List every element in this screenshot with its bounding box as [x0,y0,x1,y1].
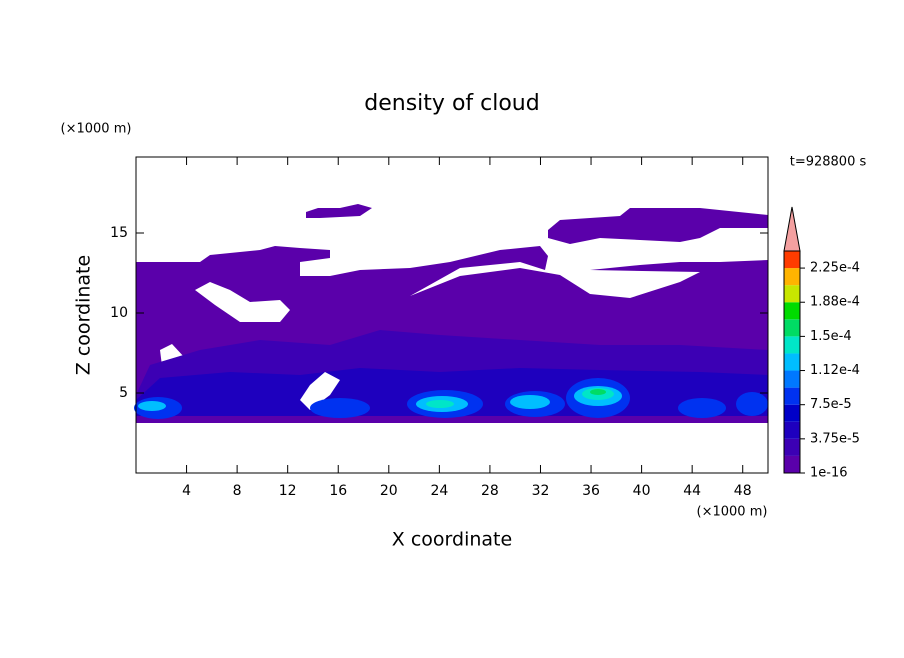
y-tick-label: 10 [110,305,128,321]
contour-region [590,389,606,395]
colorbar-band [784,387,800,405]
colorbar-band [784,421,800,439]
colorbar-tick-label: 1e-16 [810,466,848,481]
x-tick-label: 36 [582,483,600,499]
contour-region [310,398,370,418]
colorbar-band [784,302,800,320]
contour-region [678,398,726,418]
x-tick-label: 32 [532,483,550,499]
colorbar-tick-label: 2.25e-4 [810,261,860,276]
colorbar-tick-label: 1.12e-4 [810,363,860,378]
x-tick-label: 24 [430,483,448,499]
x-tick-label: 12 [279,483,297,499]
x-axis-label: X coordinate [392,529,512,551]
x-tick-label: 4 [182,483,191,499]
colorbar-band [784,438,800,456]
x-unit: (×1000 m) [697,505,768,520]
colorbar-band [784,455,800,473]
contour-field [134,204,768,423]
colorbar-band [784,319,800,337]
contour-region [138,401,166,411]
x-tick-label: 8 [233,483,242,499]
contour-region [510,395,550,409]
time-label: t=928800 s [790,155,867,170]
contour-region [426,400,454,408]
colorbar-tick-label: 3.75e-5 [810,431,860,446]
colorbar-band [784,268,800,286]
colorbar-band [784,370,800,388]
y-tick-label: 5 [119,385,128,401]
y-unit: (×1000 m) [61,122,132,137]
colorbar-tick-label: 7.5e-5 [810,397,852,412]
colorbar-band [784,251,800,269]
contour-region [548,208,768,244]
x-tick-label: 44 [683,483,701,499]
colorbar-extend [783,206,801,252]
contour-region [736,392,768,416]
x-tick-label: 40 [633,483,651,499]
colorbar-band [784,336,800,354]
clear-region [410,262,700,298]
chart-title: density of cloud [364,91,539,116]
contour-region [306,204,372,218]
clear-region [195,282,290,322]
colorbar-frame [783,250,801,474]
plot-frame [135,156,769,474]
x-tick-label: 48 [734,483,752,499]
y-axis-label: Z coordinate [73,255,95,375]
x-tick-label: 28 [481,483,499,499]
x-tick-label: 16 [329,483,347,499]
clear-region [300,372,340,410]
colorbar-band [784,285,800,303]
colorbar-tick-label: 1.5e-4 [810,329,852,344]
colorbar-tick-label: 1.88e-4 [810,295,860,310]
colorbar-band [784,404,800,422]
x-tick-label: 20 [380,483,398,499]
y-tick-label: 15 [110,225,128,241]
colorbar-band [784,353,800,371]
